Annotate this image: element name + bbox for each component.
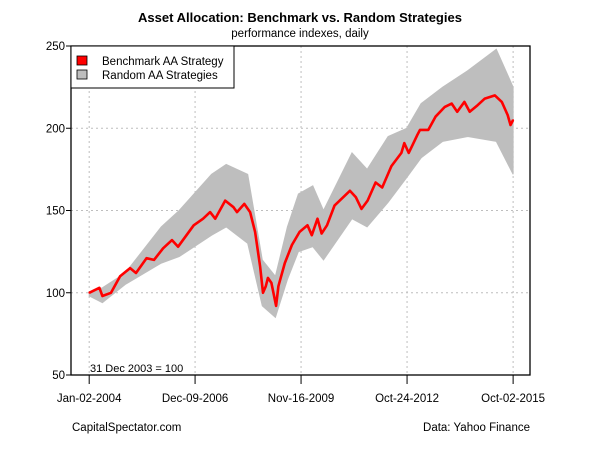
benchmark-point xyxy=(348,189,351,192)
source-left: CapitalSpectator.com xyxy=(72,422,181,434)
benchmark-point xyxy=(494,94,496,97)
benchmark-point xyxy=(306,224,309,227)
benchmark-point xyxy=(310,234,313,237)
legend-swatch-random xyxy=(76,69,88,80)
x-axis: Jan-02-2004 Dec-09-2006 Nov-16-2009 Oct-24-… xyxy=(57,375,545,405)
y-axis: 50 100 150 200 250 xyxy=(46,41,71,382)
benchmark-point xyxy=(483,97,486,100)
y-tick-label: 100 xyxy=(46,288,65,300)
benchmark-point xyxy=(88,291,91,294)
chart-subtitle: performance indexes, daily xyxy=(231,28,369,40)
benchmark-point xyxy=(145,257,148,260)
x-tick-label: Nov-16-2009 xyxy=(268,393,334,405)
random-strategies-area xyxy=(88,48,514,319)
legend-label-benchmark: Benchmark AA Strategy xyxy=(102,56,224,68)
benchmark-point xyxy=(360,207,363,210)
benchmark-point xyxy=(381,186,384,189)
benchmark-point xyxy=(249,211,251,214)
benchmark-point xyxy=(101,295,104,297)
benchmark-point xyxy=(509,124,512,126)
benchmark-point xyxy=(407,152,410,154)
x-tick-label: Dec-09-2006 xyxy=(162,393,228,405)
legend-swatch-benchmark xyxy=(76,55,88,66)
y-tick-label: 200 xyxy=(46,123,65,135)
benchmark-point xyxy=(214,217,217,220)
benchmark-point xyxy=(374,181,377,184)
benchmark-point xyxy=(243,203,246,205)
benchmark-point xyxy=(403,142,406,144)
legend-label-random: Random AA Strategies xyxy=(102,70,218,82)
source-right: Data: Yahoo Finance xyxy=(423,422,530,434)
benchmark-point xyxy=(416,133,419,136)
benchmark-point xyxy=(267,277,269,279)
benchmark-point xyxy=(254,230,257,233)
benchmark-point xyxy=(411,143,414,146)
benchmark-point xyxy=(434,115,437,118)
base-note: 31 Dec 2003 = 100 xyxy=(90,363,183,375)
benchmark-point xyxy=(390,165,393,167)
benchmark-point xyxy=(427,128,430,131)
benchmark-point xyxy=(162,247,165,250)
benchmark-point xyxy=(333,204,336,207)
benchmark-point xyxy=(275,305,278,307)
benchmark-point xyxy=(290,244,293,246)
benchmark-point xyxy=(110,291,112,294)
x-tick-label: Jan-02-2004 xyxy=(57,393,122,405)
benchmark-point xyxy=(468,110,471,113)
benchmark-point xyxy=(506,114,509,116)
random-strategies-band xyxy=(88,48,514,319)
benchmark-point xyxy=(283,262,286,265)
legend: Benchmark AA Strategy Random AA Strategi… xyxy=(70,45,235,89)
benchmark-point xyxy=(153,258,155,261)
benchmark-point xyxy=(355,196,357,199)
benchmark-point xyxy=(450,102,453,105)
benchmark-point xyxy=(264,285,267,288)
benchmark-point xyxy=(366,199,369,202)
benchmark-point xyxy=(476,104,479,107)
benchmark-point xyxy=(320,232,323,235)
benchmark-point xyxy=(262,291,264,294)
y-tick-label: 250 xyxy=(46,41,65,53)
benchmark-point xyxy=(98,286,101,289)
benchmark-point xyxy=(419,128,421,131)
benchmark-point xyxy=(192,224,195,227)
benchmark-point xyxy=(500,101,503,103)
benchmark-point xyxy=(236,211,238,214)
benchmark-point xyxy=(129,267,132,269)
benchmark-point xyxy=(512,119,515,121)
benchmark-point xyxy=(232,206,235,209)
benchmark-point xyxy=(177,245,179,248)
benchmark-line xyxy=(88,94,515,308)
benchmark-point xyxy=(298,230,301,233)
benchmark-point xyxy=(277,285,280,288)
benchmark-point xyxy=(224,199,227,202)
benchmark-point xyxy=(270,281,273,284)
benchmark-point xyxy=(119,275,121,278)
benchmark-point xyxy=(171,239,173,242)
y-tick-label: 150 xyxy=(46,206,65,218)
benchmark-point xyxy=(209,211,212,214)
x-tick-label: Oct-02-2015 xyxy=(481,393,545,405)
benchmark-point xyxy=(443,105,446,108)
legend-box xyxy=(70,45,235,89)
benchmark-point xyxy=(316,217,319,220)
benchmark-point xyxy=(463,101,466,103)
x-tick-label: Oct-24-2012 xyxy=(375,393,439,405)
benchmark-point xyxy=(202,217,204,220)
benchmark-point xyxy=(456,110,459,113)
chart-title: Asset Allocation: Benchmark vs. Random S… xyxy=(138,10,462,25)
benchmark-point xyxy=(259,265,261,268)
benchmark-point xyxy=(326,224,328,227)
y-tick-label: 50 xyxy=(52,370,65,382)
benchmark-point xyxy=(135,272,137,274)
benchmark-point xyxy=(400,152,403,154)
